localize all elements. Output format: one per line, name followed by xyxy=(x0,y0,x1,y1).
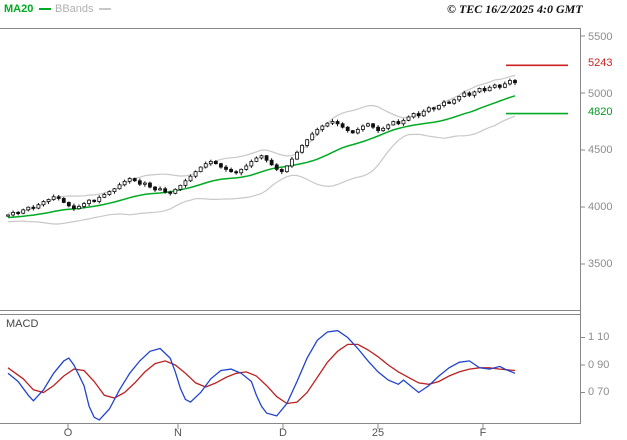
ma20-line-swatch-icon xyxy=(39,8,51,10)
resistance-level-label: 5243 xyxy=(588,57,613,69)
legend-ma20-label: MA20 xyxy=(4,3,34,15)
price-axis-label: 5500 xyxy=(588,31,613,43)
price-axis-label: 4500 xyxy=(588,144,613,156)
price-axis-label: 3500 xyxy=(588,258,613,270)
macd-axis-label: 0 90 xyxy=(588,359,610,371)
x-axis-label-february: F xyxy=(479,427,487,439)
price-axis-label: 4000 xyxy=(588,201,613,213)
support-level-label: 4820 xyxy=(588,106,613,118)
x-axis-label-december: D xyxy=(279,427,287,439)
bbands-line-swatch-icon xyxy=(99,8,111,10)
legend-bbands-label: BBands xyxy=(55,3,94,15)
x-axis-label-january-25: 25 xyxy=(371,427,385,439)
x-axis-label-november: N xyxy=(174,427,182,439)
macd-axis-label: 0 70 xyxy=(588,386,610,398)
macd-panel-title: MACD xyxy=(6,318,39,330)
macd-axis-label: 1 10 xyxy=(588,331,610,343)
copyright-text: © TEC 16/2/2025 4:0 GMT xyxy=(447,2,583,16)
price-axis-label: 5000 xyxy=(588,88,613,100)
x-axis-label-october: O xyxy=(63,427,73,439)
